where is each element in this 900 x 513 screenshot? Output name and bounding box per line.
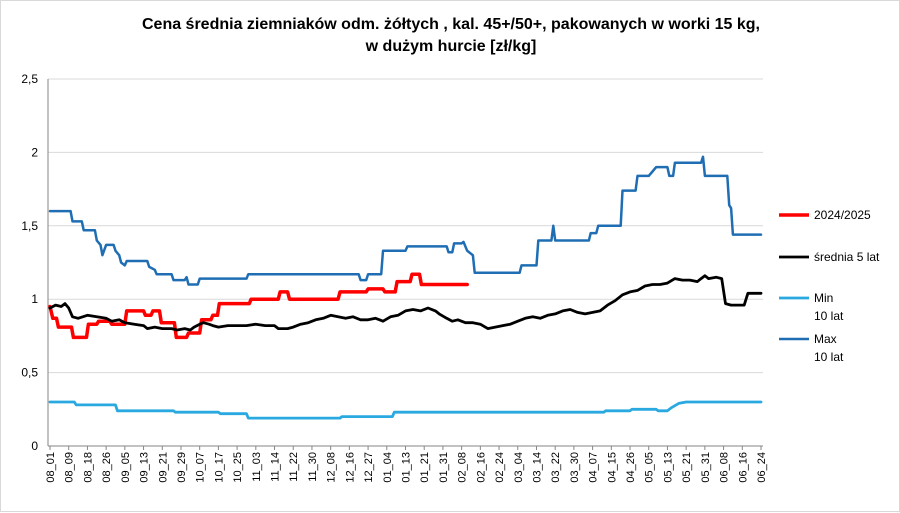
x-tick-label: 08_26	[101, 452, 113, 483]
x-tick-label: 03_04	[513, 452, 525, 483]
x-tick-label: 11_03	[251, 452, 263, 482]
x-tick-label: 06_08	[719, 452, 731, 483]
x-tick-label: 11_30	[307, 452, 319, 482]
x-tick-label: 09_13	[139, 452, 151, 483]
x-tick-label: 09_29	[176, 452, 188, 483]
x-tick-label: 09_05	[120, 452, 132, 483]
x-tick-label: 01_13	[401, 452, 413, 483]
y-tick-label: 2	[31, 145, 38, 159]
x-tick-label: 02_16	[475, 452, 487, 483]
y-tick-label: 2,5	[21, 72, 38, 86]
x-tick-label: 04_26	[625, 452, 637, 483]
y-tick-label: 0,5	[21, 366, 38, 380]
legend-label-1: średnia 5 lat	[814, 250, 880, 264]
series-line-3	[48, 155, 763, 286]
x-tick-label: 06_16	[737, 452, 749, 483]
chart-title-line-1: Cena średnia ziemniaków odm. żółtych , k…	[142, 16, 760, 33]
axes	[47, 79, 763, 447]
x-tick-label: 01_31	[438, 452, 450, 483]
x-tick-label: 04_07	[588, 452, 600, 483]
x-tick-label: 05_05	[644, 452, 656, 483]
x-tick-label: 03_30	[569, 452, 581, 483]
x-tick-label: 10_17	[213, 452, 225, 483]
series-line-2	[48, 400, 763, 420]
y-axis-ticks: 0 0,5 1 1,5 2 2,5	[21, 72, 38, 453]
y-tick-label: 1,5	[21, 219, 38, 233]
x-tick-label: 05_13	[662, 452, 674, 483]
x-tick-label: 03_22	[550, 452, 562, 483]
legend-label-3: 10 lat	[814, 350, 844, 364]
legend-label-0: 2024/2025	[814, 208, 871, 222]
x-tick-label: 03_14	[531, 452, 543, 483]
x-tick-label: 10_25	[232, 452, 244, 483]
x-tick-label: 08_09	[64, 452, 76, 483]
chart-title-line-2: w dużym hurcie [zł/kg]	[365, 38, 537, 55]
x-tick-label: 12_16	[344, 452, 356, 483]
x-tick-label: 05_21	[681, 452, 693, 483]
x-tick-label: 08_18	[82, 452, 94, 483]
x-tick-label: 06_24	[756, 452, 768, 483]
x-tick-label: 02_08	[457, 452, 469, 483]
legend-label-2: 10 lat	[814, 309, 844, 323]
x-tick-label: 02_24	[494, 452, 506, 483]
x-tick-label: 12_27	[363, 452, 375, 483]
x-tick-label: 12_08	[326, 452, 338, 483]
legend-label-3: Max	[814, 332, 837, 346]
x-tick-label: 09_21	[157, 452, 169, 483]
series-line-1	[48, 274, 763, 332]
x-tick-label: 04_15	[606, 452, 618, 483]
x-tick-label: 11_22	[288, 452, 300, 482]
x-tick-label: 11_14	[270, 452, 282, 482]
x-axis-ticks: 08_01 08_09 08_18 08_26 09_05 09_13 09_21 09_29…	[45, 446, 768, 483]
y-tick-label: 0	[31, 439, 38, 453]
y-tick-label: 1	[31, 292, 38, 306]
legend-label-2: Min	[814, 291, 833, 305]
x-tick-label: 01_21	[419, 452, 431, 483]
x-tick-label: 08_01	[45, 452, 57, 483]
series-lines	[48, 155, 763, 420]
x-tick-label: 10_07	[195, 452, 207, 483]
x-tick-label: 01_04	[382, 452, 394, 483]
gridlines	[48, 78, 763, 374]
series-line-0	[48, 272, 469, 340]
legend: 2024/2025 średnia 5 lat Min 10 lat Max 10 lat	[779, 208, 880, 364]
x-tick-label: 05_31	[700, 452, 712, 483]
